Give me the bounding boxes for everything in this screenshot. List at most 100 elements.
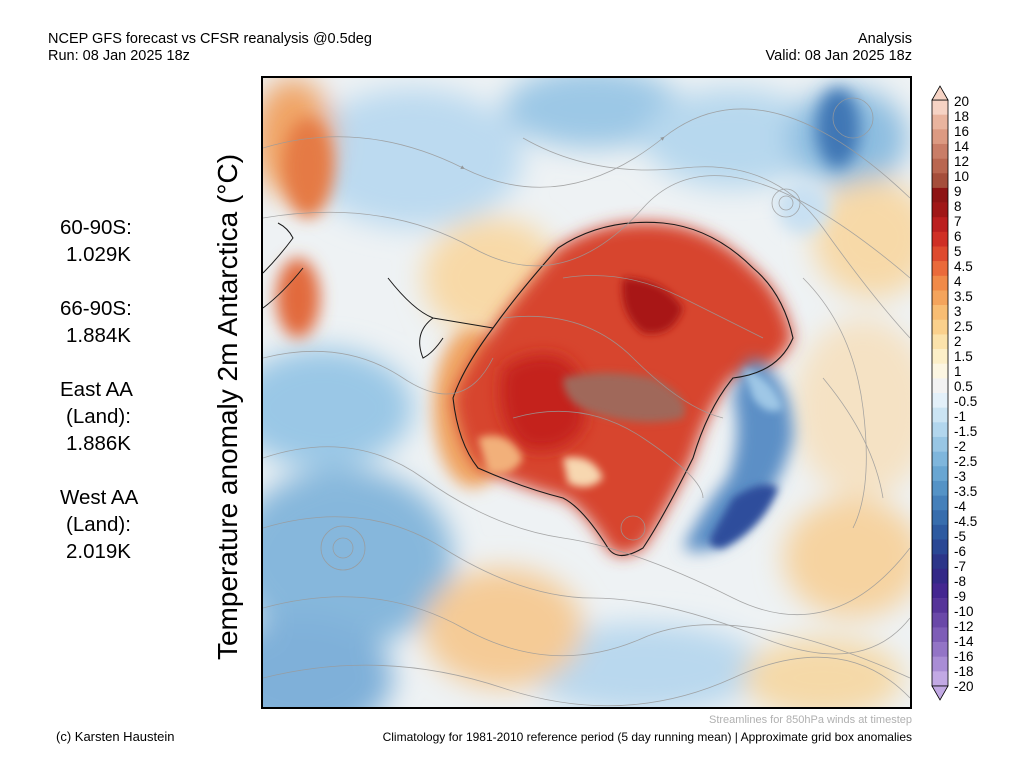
- colorbar-tick-label: 4.5: [954, 259, 973, 274]
- credit-text: (c) Karsten Haustein: [56, 729, 175, 744]
- stat-value: 2.019K: [66, 540, 131, 563]
- colorbar-tick-label: 2.5: [954, 319, 973, 334]
- colorbar-labels: 20 18 16 14 12 10 9 8 7 6 5 4.5 4 3.5 3 2.5 2 1.5 1 0.5 -0.5…: [954, 93, 1014, 694]
- colorbar-cell: [932, 305, 948, 321]
- colorbar-cell: [932, 393, 948, 408]
- colorbar-tick-label: -2.5: [954, 454, 978, 469]
- colorbar-tick-label: -7: [954, 559, 967, 574]
- colorbar-tick-label: -8: [954, 574, 967, 589]
- model-title: NCEP GFS forecast vs CFSR reanalysis @0.…: [48, 31, 372, 47]
- colorbar-cell: [932, 539, 948, 555]
- colorbar-tick-label: 5: [954, 244, 962, 259]
- colorbar: [930, 85, 950, 702]
- stat-west-aa: West AA (Land): 2.019K: [60, 484, 138, 565]
- colorbar-tick-label: 0.5: [954, 379, 973, 394]
- colorbar-cell: [932, 129, 948, 145]
- colorbar-tick-label: 6: [954, 229, 962, 244]
- analysis-mode: Analysis: [858, 31, 912, 47]
- colorbar-tick-label: -0.5: [954, 394, 978, 409]
- colorbar-cell: [932, 378, 948, 394]
- colorbar-cell: [932, 275, 948, 291]
- stat-label: 66-90S:: [60, 297, 132, 320]
- colorbar-cell: [932, 627, 948, 643]
- colorbar-tick-label: 3.5: [954, 289, 973, 304]
- stat-label: East AA: [60, 378, 133, 401]
- colorbar-tick-label: -1.5: [954, 424, 978, 439]
- wind-streamlines: [263, 97, 910, 707]
- colorbar-cell: [932, 158, 948, 174]
- colorbar-tick-label: -2: [954, 439, 967, 454]
- colorbar-tick-label: -3.5: [954, 484, 978, 499]
- colorbar-cell: [932, 583, 948, 599]
- colorbar-tick-label: -14: [954, 634, 974, 649]
- colorbar-cell: [932, 363, 948, 379]
- colorbar-cell: [932, 407, 948, 423]
- anomaly-shading: [263, 78, 910, 707]
- anomaly-stats: 60-90S: 1.029K 66-90S: 1.884K East AA (L…: [60, 214, 138, 592]
- antarctic-peninsula-coastline: [387, 277, 494, 359]
- colorbar-cell: [932, 114, 948, 130]
- colorbar-cell: [932, 143, 948, 159]
- valid-time: Valid: 08 Jan 2025 18z: [765, 48, 912, 64]
- colorbar-cell: [932, 319, 948, 335]
- colorbar-tick-label: 4: [954, 274, 962, 289]
- anomaly-map: [261, 76, 912, 709]
- climatology-note: Climatology for 1981-2010 reference peri…: [382, 730, 912, 744]
- stat-value: 1.886K: [66, 432, 131, 455]
- colorbar-tick-label: -9: [954, 589, 967, 604]
- stat-label: 60-90S:: [60, 216, 132, 239]
- colorbar-cell: [932, 554, 948, 570]
- colorbar-cell: [932, 466, 948, 482]
- colorbar-top-arrow: [931, 85, 949, 101]
- colorbar-tick-label: 12: [954, 154, 970, 169]
- colorbar-tick-label: 18: [954, 109, 970, 124]
- run-time: Run: 08 Jan 2025 18z: [48, 48, 190, 64]
- stat-60-90s: 60-90S: 1.029K: [60, 214, 138, 268]
- colorbar-cell: [932, 217, 948, 233]
- colorbar-cell: [932, 202, 948, 218]
- colorbar-cell: [932, 422, 948, 438]
- colorbar-tick-label: 1: [954, 364, 962, 379]
- colorbar-cell: [932, 480, 948, 496]
- colorbar-tick-label: -4.5: [954, 514, 978, 529]
- colorbar-tick-label: 7: [954, 214, 962, 229]
- colorbar-tick-label: -12: [954, 619, 974, 634]
- colorbar-bottom-arrow: [931, 685, 949, 701]
- colorbar-tick-label: 1.5: [954, 349, 973, 364]
- stat-label: West AA: [60, 486, 139, 509]
- colorbar-cell: [932, 290, 948, 306]
- colorbar-tick-label: -4: [954, 499, 967, 514]
- colorbar-tick-label: 16: [954, 124, 970, 139]
- colorbar-tick-label: 14: [954, 139, 970, 154]
- header-right: Analysis Valid: 08 Jan 2025 18z: [766, 31, 912, 65]
- colorbar-tick-label: 3: [954, 304, 962, 319]
- colorbar-tick-label: -18: [954, 664, 974, 679]
- colorbar-cell: [932, 349, 948, 364]
- colorbar-cell: [932, 524, 948, 540]
- colorbar-cell: [932, 334, 948, 350]
- map-title: Temperature anomaly 2m Antarctica (°C): [212, 153, 243, 661]
- antarctica-coastline: [452, 221, 794, 557]
- cold-anomaly-region: [683, 358, 793, 552]
- colorbar-cell: [932, 187, 948, 203]
- antarctica-anomaly: [453, 222, 793, 556]
- colorbar-cell: [932, 671, 948, 687]
- colorbar-tick-label: -10: [954, 604, 974, 619]
- stat-value: 1.029K: [66, 243, 131, 266]
- colorbar-tick-label: 20: [954, 94, 970, 109]
- colorbar-tick-label: -6: [954, 544, 967, 559]
- stat-sublabel: (Land):: [66, 405, 131, 428]
- colorbar-tick-label: -16: [954, 649, 974, 664]
- colorbar-cell: [932, 451, 948, 467]
- anomaly-map-svg: [263, 78, 910, 707]
- colorbar-cell: [932, 656, 948, 672]
- stat-66-90s: 66-90S: 1.884K: [60, 295, 138, 349]
- colorbar-cell: [932, 100, 948, 115]
- colorbar-tick-label: 9: [954, 184, 962, 199]
- colorbar-cell: [932, 510, 948, 526]
- colorbar-tick-label: 10: [954, 169, 970, 184]
- colorbar-cell: [932, 261, 948, 277]
- colorbar-cell: [932, 598, 948, 614]
- south-america-coastline: [263, 222, 304, 309]
- colorbar-cell: [932, 642, 948, 657]
